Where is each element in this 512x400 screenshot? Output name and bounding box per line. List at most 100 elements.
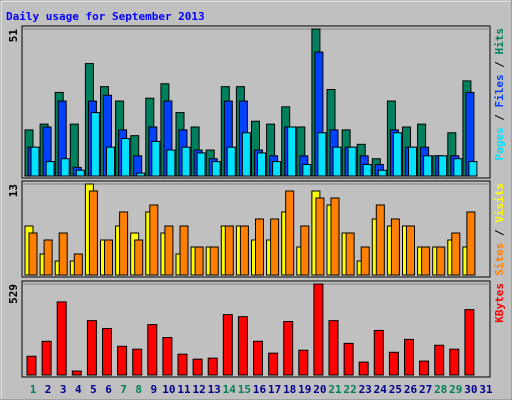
bar	[104, 239, 113, 276]
bar	[388, 351, 399, 376]
bar	[119, 211, 129, 276]
bar	[179, 225, 189, 276]
chart-title: Daily usage for September 2013	[6, 10, 205, 23]
x-tick-label: 1	[30, 383, 37, 396]
bar	[106, 146, 115, 177]
x-tick-label: 14	[223, 383, 237, 396]
bar	[315, 197, 325, 276]
x-tick-label: 18	[283, 383, 296, 396]
bar	[166, 149, 176, 177]
bar	[41, 340, 52, 376]
bar	[88, 190, 98, 276]
bar	[377, 169, 387, 177]
x-tick-label: 20	[313, 383, 326, 396]
bar	[373, 329, 384, 376]
bar	[73, 253, 83, 276]
x-tick-label: 17	[268, 383, 281, 396]
legend-entry: Visits	[493, 183, 506, 223]
x-tick-label: 28	[434, 383, 447, 396]
x-tick-label: 12	[192, 383, 205, 396]
x-tick-label: 16	[253, 383, 267, 396]
x-tick-label: 29	[449, 383, 462, 396]
bar	[421, 246, 431, 276]
x-tick-label: 27	[419, 383, 432, 396]
bar	[328, 320, 339, 376]
x-tick-label: 23	[359, 383, 372, 396]
x-tick-label: 8	[135, 383, 142, 396]
bar	[390, 218, 400, 276]
x-tick-label: 3	[60, 383, 67, 396]
legend-separator: /	[493, 55, 506, 75]
bar	[404, 338, 414, 376]
bar	[257, 152, 266, 177]
bar	[86, 320, 97, 376]
bar	[192, 358, 203, 376]
bar	[226, 146, 236, 177]
bar	[270, 218, 280, 276]
bar	[360, 246, 370, 276]
bar	[343, 342, 354, 376]
bar	[347, 146, 357, 177]
bar	[298, 349, 309, 376]
bar	[332, 146, 342, 177]
legend-separator: /	[493, 108, 506, 128]
bar	[90, 112, 100, 177]
bar	[436, 246, 446, 276]
bar	[211, 161, 221, 177]
bar	[237, 316, 248, 376]
legend-entry: KBytes	[493, 283, 506, 323]
legend-separator: /	[493, 223, 506, 243]
x-tick-label: 9	[150, 383, 157, 396]
x-tick-label: 15	[238, 383, 251, 396]
bar	[56, 301, 67, 376]
x-tick-label: 11	[177, 383, 191, 396]
bar	[207, 357, 218, 376]
x-tick-label: 19	[298, 383, 311, 396]
bar	[149, 204, 159, 276]
bar	[375, 204, 385, 276]
bar	[253, 340, 263, 376]
bar	[134, 239, 144, 276]
x-tick-label: 30	[464, 383, 477, 396]
x-tick-label: 13	[208, 383, 221, 396]
bar	[408, 146, 417, 177]
legend-entry: Sites	[493, 243, 506, 276]
bar	[164, 225, 174, 276]
bar	[464, 309, 475, 376]
x-tick-label: 2	[45, 383, 52, 396]
bar	[196, 152, 206, 177]
bar	[162, 336, 173, 376]
bar	[345, 232, 355, 276]
x-tick-label: 6	[105, 383, 112, 396]
bar	[121, 138, 131, 177]
legend-entry: Pages	[493, 127, 506, 160]
bar	[272, 161, 282, 177]
x-tick-label: 21	[328, 383, 342, 396]
bar	[224, 225, 234, 276]
bar	[222, 314, 233, 376]
bar	[419, 360, 430, 376]
bar	[285, 190, 295, 276]
bar	[43, 239, 53, 276]
bar	[58, 232, 68, 276]
x-tick-label: 25	[389, 383, 402, 396]
bar	[287, 126, 297, 177]
legend-entry: Hits	[493, 28, 506, 55]
bar	[117, 345, 128, 376]
bar	[362, 163, 372, 177]
legend-entry: Files	[493, 74, 506, 107]
bar	[330, 197, 340, 276]
legend: Pages / Files / Hits	[493, 28, 506, 161]
y-tick-label: 529	[7, 284, 20, 304]
bar	[406, 225, 415, 276]
bar	[194, 246, 204, 276]
bar	[392, 132, 402, 177]
legend: KBytes	[493, 283, 506, 323]
bar	[28, 232, 38, 276]
bar	[136, 172, 146, 177]
x-tick-label: 22	[343, 383, 356, 396]
x-tick-label: 5	[90, 383, 97, 396]
bar	[75, 169, 85, 177]
